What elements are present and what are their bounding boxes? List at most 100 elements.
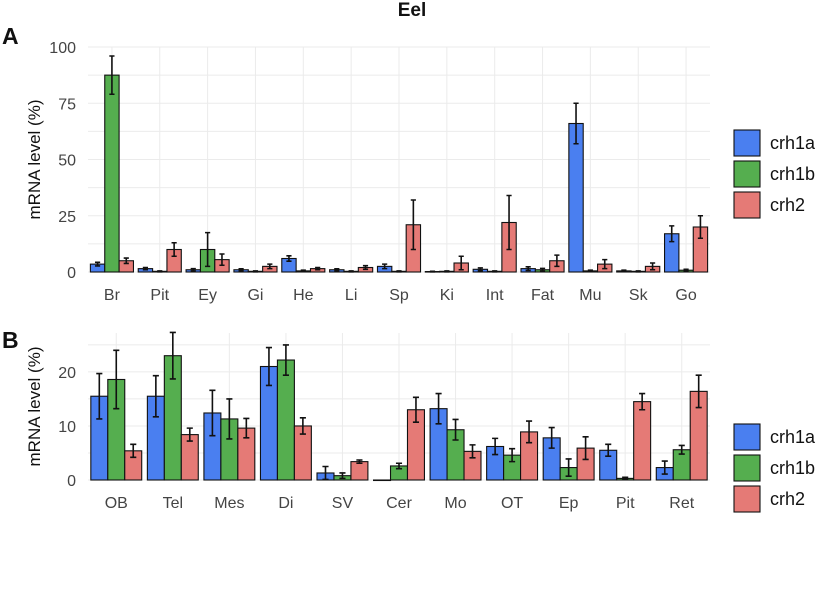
- error-bar-crh2-pit: [171, 241, 177, 258]
- legend-swatch-crh1b: [733, 160, 761, 188]
- error-bar-crh2-sv: [356, 459, 363, 465]
- panel-label: B: [2, 327, 19, 353]
- error-bar-crh1b-ob: [113, 349, 120, 410]
- x-tick-label: SV: [332, 495, 354, 512]
- legend-swatch-crh2: [733, 485, 761, 513]
- legend: crh1a crh1b crh2: [733, 423, 816, 513]
- error-bar-crh2-ep: [582, 435, 589, 461]
- error-bar-crh1a-pit: [605, 443, 612, 458]
- error-bar-crh1a-di: [265, 346, 272, 387]
- error-bar-crh2-ret: [695, 374, 702, 409]
- error-bar-crh1a-ret: [661, 460, 668, 475]
- error-bar-crh1b-ki: [444, 270, 450, 273]
- error-bar-crh1b-ep: [565, 458, 572, 478]
- x-tick-label: Int: [486, 287, 504, 304]
- x-tick-label: Ey: [198, 287, 217, 304]
- x-tick-label: Sp: [389, 287, 409, 304]
- error-bar-crh1b-ret: [678, 444, 685, 455]
- bar-crh2-sv: [350, 461, 369, 481]
- error-bar-crh1a-he: [286, 255, 292, 262]
- x-tick-label: Cer: [386, 495, 412, 512]
- error-bar-crh1a-br: [94, 261, 101, 267]
- x-tick-label: OB: [105, 495, 128, 512]
- error-bar-crh2-sp: [410, 199, 416, 251]
- error-bar-crh1b-pit: [157, 270, 163, 273]
- error-bar-crh1a-ey: [190, 267, 196, 272]
- error-bar-crh2-li: [362, 264, 369, 271]
- y-tick-label: 20: [58, 365, 76, 382]
- legend-label-crh1b: crh1b: [770, 458, 815, 478]
- error-bar-crh1b-gi: [252, 270, 259, 273]
- x-tick-label: Ki: [440, 287, 454, 304]
- error-bar-crh1a-sp: [382, 263, 388, 270]
- y-tick-label: 0: [67, 265, 76, 282]
- error-bar-crh1b-mu: [587, 269, 593, 273]
- x-tick-label: Ep: [559, 495, 579, 512]
- y-tick-label: 0: [67, 473, 76, 490]
- error-bar-crh1a-pit: [142, 266, 148, 271]
- panel-b: B 0 10 20 mRNA level (%) OB Tel Mes Di SV Cer Mo OT E…: [2, 327, 816, 513]
- x-tick-label: Gi: [247, 287, 263, 304]
- error-bar-crh1a-mo: [435, 392, 442, 425]
- x-tick-label: Sk: [629, 287, 649, 304]
- error-bar-crh1a-go: [669, 225, 675, 243]
- error-bar-crh1b-ot: [509, 447, 516, 463]
- y-axis-label: mRNA level (%): [25, 100, 44, 220]
- legend: crh1a crh1b crh2: [733, 129, 816, 219]
- x-tick-label: Mu: [579, 287, 601, 304]
- error-bar-crh1b-int: [492, 270, 498, 273]
- error-bar-crh1b-cer: [395, 462, 403, 470]
- x-tick-label: OT: [501, 495, 523, 512]
- panel-label: A: [2, 23, 19, 49]
- error-bar-crh2-di: [299, 417, 306, 435]
- error-bar-crh2-mes: [243, 417, 250, 439]
- y-tick-label: 25: [58, 209, 76, 226]
- error-bar-crh1b-tel: [169, 331, 176, 380]
- x-tick-label: Li: [345, 287, 357, 304]
- error-bar-crh2-cer: [412, 396, 420, 423]
- error-bar-crh2-br: [123, 257, 129, 265]
- error-bar-crh1b-sk: [635, 270, 641, 273]
- x-tick-label: Fat: [531, 287, 555, 304]
- error-bar-crh1b-mo: [452, 418, 459, 441]
- legend-swatch-crh1b: [733, 454, 761, 482]
- legend-label-crh1a: crh1a: [770, 133, 816, 153]
- x-tick-label: Tel: [163, 495, 183, 512]
- error-bar-crh1a-fat: [525, 266, 531, 272]
- error-bar-crh2-int: [506, 194, 512, 251]
- bar-crh1a-mu: [568, 122, 584, 273]
- error-bar-crh2-he: [315, 266, 321, 271]
- error-bar-crh1b-sv: [339, 472, 346, 480]
- error-bar-crh1b-go: [683, 268, 689, 272]
- legend-label-crh1a: crh1a: [770, 427, 816, 447]
- x-tick-label: Ret: [669, 495, 694, 512]
- panel-a: A 0 25 50 75 100 mRNA level (%) Br Pit Ey Gi He Li Sp…: [2, 23, 816, 304]
- y-tick-label: 10: [58, 419, 76, 436]
- error-bar-crh2-mu: [602, 258, 608, 270]
- x-tick-label: Br: [104, 287, 121, 304]
- x-tick-label: Mes: [214, 495, 244, 512]
- figure-title: Eel: [398, 0, 427, 21]
- error-bar-crh1a-ob: [96, 372, 103, 420]
- legend-swatch-crh2: [733, 191, 761, 219]
- error-bar-crh2-mo: [469, 444, 476, 459]
- error-bar-crh2-sk: [650, 262, 656, 271]
- x-tick-label: Pit: [150, 287, 169, 304]
- bar-crh2-pit: [633, 401, 652, 481]
- legend-label-crh2: crh2: [770, 195, 805, 215]
- legend-swatch-crh1a: [733, 129, 761, 157]
- y-axis-label: mRNA level (%): [25, 347, 44, 467]
- error-bar-crh2-ob: [130, 443, 137, 459]
- error-bar-crh1a-tel: [152, 374, 159, 418]
- x-tick-label: Pit: [616, 495, 635, 512]
- error-bar-crh1b-li: [348, 270, 354, 273]
- error-bar-crh1a-mu: [573, 102, 579, 145]
- legend-label-crh2: crh2: [770, 489, 805, 509]
- error-bar-crh1b-br: [109, 55, 115, 96]
- error-bar-crh2-fat: [554, 254, 560, 268]
- error-bar-crh2-ot: [526, 420, 533, 444]
- bar-crh1b-br: [104, 74, 120, 273]
- error-bar-crh1b-he: [300, 269, 306, 273]
- error-bar-crh1b-pit: [622, 476, 629, 481]
- error-bar-crh2-ey: [219, 253, 225, 267]
